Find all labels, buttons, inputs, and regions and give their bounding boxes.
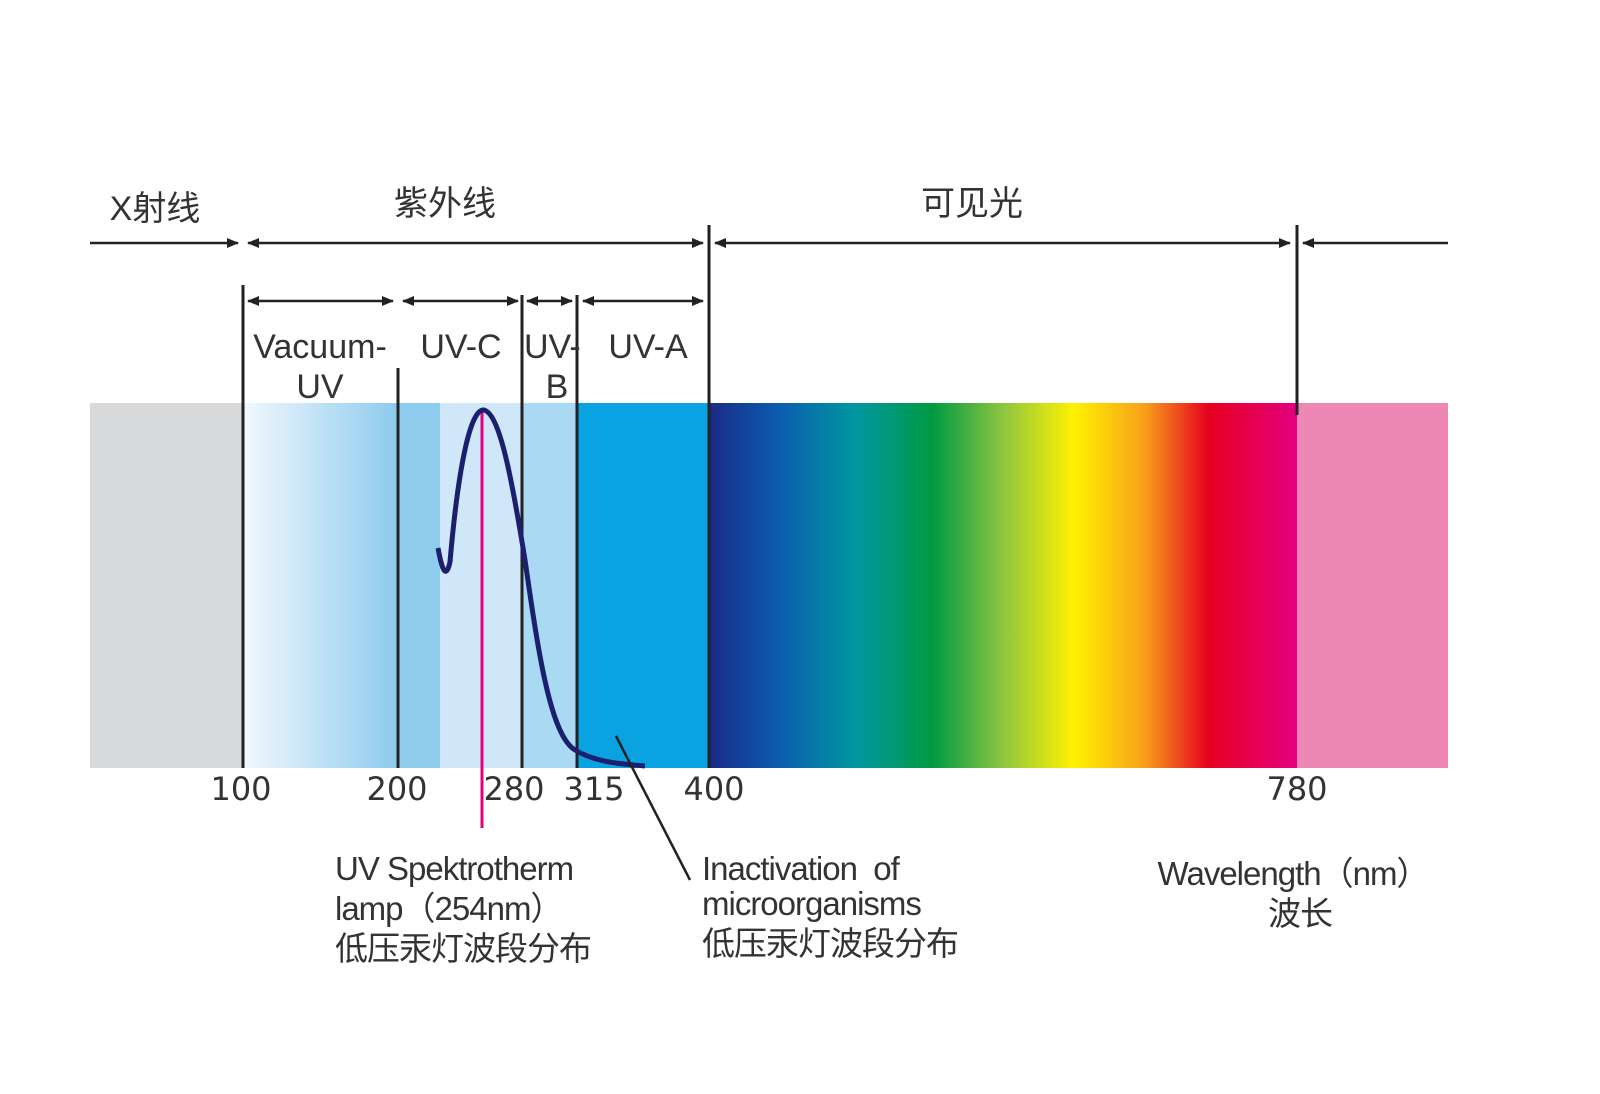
sub-band-label: UV- bbox=[524, 328, 581, 366]
sub-band-label: Vacuum- bbox=[253, 328, 387, 366]
pointer-line bbox=[614, 735, 692, 881]
annotation-line: UV Spektrotherm bbox=[335, 850, 573, 887]
annotation-line: microorganisms bbox=[702, 885, 921, 922]
sub-band-label: B bbox=[546, 368, 569, 406]
range-arrows bbox=[90, 238, 1448, 306]
annotation-line: 低压汞灯波段分布 bbox=[335, 930, 591, 967]
spectrum-band bbox=[90, 403, 1448, 768]
wavelength-tick: 780 bbox=[1266, 770, 1327, 808]
sub-band-label: UV-A bbox=[608, 328, 688, 366]
region-label: 紫外线 bbox=[394, 185, 496, 223]
sub-band-label: UV-C bbox=[420, 328, 501, 366]
annotation-line: Inactivation of bbox=[702, 850, 901, 887]
wavelength-tick: 200 bbox=[366, 770, 427, 808]
lamp-emission-curve bbox=[435, 407, 646, 769]
sub-band-label: UV bbox=[296, 368, 344, 406]
wavelength-tick: 280 bbox=[483, 770, 544, 808]
annotation-line: Wavelength（nm） bbox=[1158, 855, 1429, 892]
wavelength-tick: 400 bbox=[683, 770, 744, 808]
annotation-line: 低压汞灯波段分布 bbox=[702, 925, 958, 962]
annotation-line: lamp（254nm） bbox=[335, 890, 562, 927]
region-label: X射线 bbox=[110, 190, 201, 228]
region-label: 可见光 bbox=[921, 185, 1023, 223]
annotation-line: 波长 bbox=[1268, 895, 1332, 932]
wavelength-tick: 100 bbox=[210, 770, 271, 808]
wavelength-tick: 315 bbox=[563, 770, 624, 808]
